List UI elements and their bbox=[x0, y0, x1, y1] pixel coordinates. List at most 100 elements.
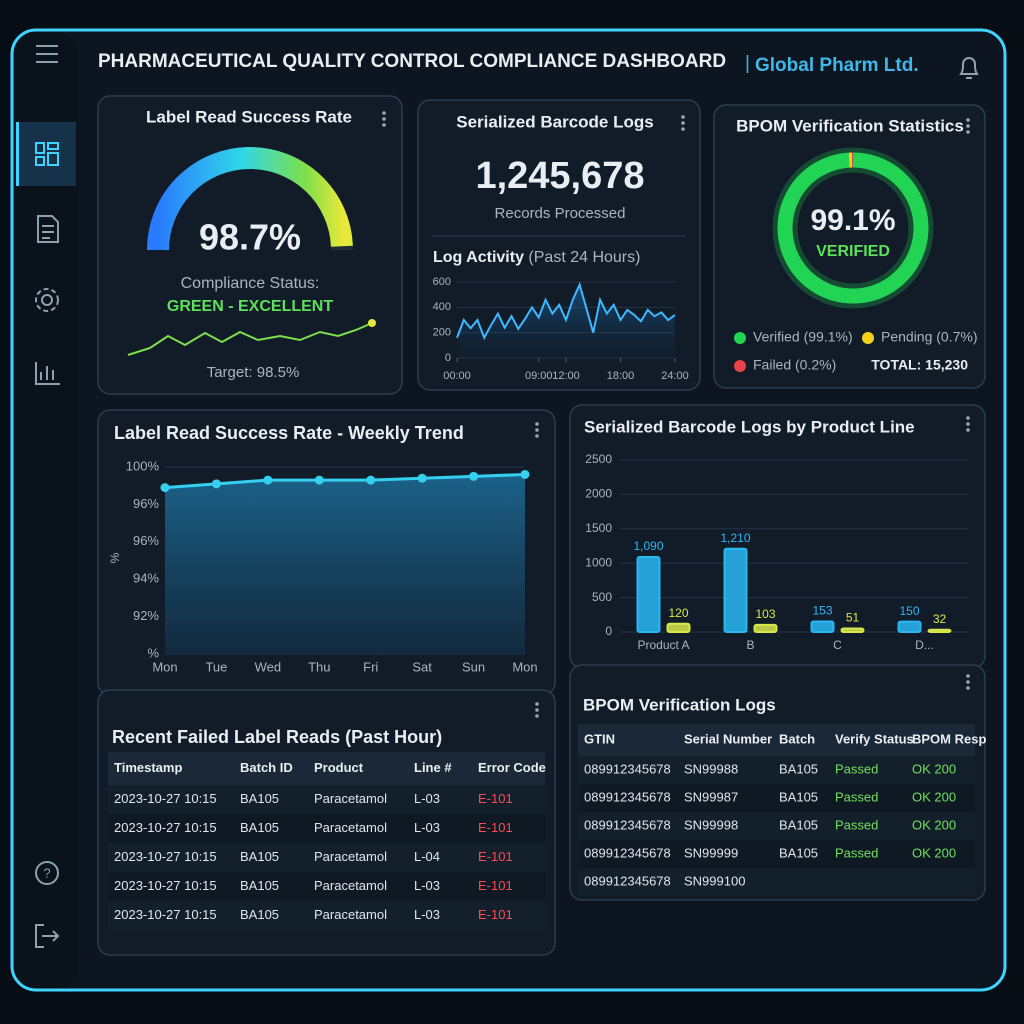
menu-icon[interactable] bbox=[36, 45, 58, 63]
table-cell: 2023-10-27 10:15 bbox=[114, 820, 217, 835]
column-header: Serial Number bbox=[684, 731, 772, 746]
table-cell: 2023-10-27 10:15 bbox=[114, 878, 217, 893]
document-icon[interactable] bbox=[37, 215, 59, 243]
table-cell: SN999100 bbox=[684, 873, 745, 888]
table-cell: 2023-10-27 10:15 bbox=[114, 791, 217, 806]
table-cell: Paracetamol bbox=[314, 878, 387, 893]
line-area bbox=[165, 474, 525, 654]
x-tick-label: Sun bbox=[462, 659, 485, 674]
table-row bbox=[578, 784, 975, 812]
analytics-icon[interactable] bbox=[35, 362, 60, 385]
nav-active[interactable] bbox=[16, 122, 76, 186]
point bbox=[520, 469, 530, 479]
table-cell: 089912345678 bbox=[584, 817, 671, 832]
bar bbox=[927, 628, 952, 634]
total: TOTAL: 15,230 bbox=[871, 357, 968, 373]
donut-center-label: VERIFIED bbox=[816, 243, 890, 260]
column-header: Timestamp bbox=[114, 760, 182, 775]
y-tick-label: 500 bbox=[592, 590, 612, 604]
table-cell: L-04 bbox=[414, 849, 440, 864]
table-cell: BA105 bbox=[779, 817, 818, 832]
x-tick-label: 00:00 bbox=[443, 370, 471, 382]
point bbox=[469, 471, 479, 481]
x-tick-label: 24:00 bbox=[661, 370, 689, 382]
y-tick-label: % bbox=[147, 645, 159, 660]
point bbox=[366, 475, 376, 485]
logout-icon[interactable] bbox=[35, 924, 60, 948]
table-cell: Paracetamol bbox=[314, 849, 387, 864]
y-tick-label: 100% bbox=[126, 458, 160, 473]
table-cell: OK 200 bbox=[912, 761, 956, 776]
column-header: Line # bbox=[414, 760, 452, 775]
table-cell: 089912345678 bbox=[584, 845, 671, 860]
card-menus[interactable] bbox=[382, 111, 970, 718]
dashboard-icon[interactable] bbox=[35, 142, 59, 166]
sidebar bbox=[14, 32, 78, 988]
legend-label: Pending (0.7%) bbox=[881, 329, 978, 345]
bar bbox=[897, 620, 922, 633]
table-cell: OK 200 bbox=[912, 845, 956, 860]
point bbox=[314, 475, 324, 485]
donut-segment bbox=[777, 152, 929, 304]
dashboard-title: PHARMACEUTICAL QUALITY CONTROL COMPLIANC… bbox=[98, 51, 726, 72]
x-tick-label: C bbox=[833, 638, 842, 652]
table-row bbox=[108, 901, 545, 930]
x-tick-label: B bbox=[746, 638, 754, 652]
status-label: Compliance Status: bbox=[181, 275, 320, 292]
barcode-title: Serialized Barcode Logs bbox=[456, 112, 653, 131]
table-cell: L-03 bbox=[414, 791, 440, 806]
bar-value-label: 150 bbox=[899, 604, 919, 618]
y-tick-label: 1500 bbox=[585, 521, 612, 535]
legend-label: Failed (0.2%) bbox=[753, 357, 836, 373]
bar bbox=[636, 556, 661, 633]
table-row bbox=[108, 814, 545, 843]
gauge-value: 98.7% bbox=[199, 217, 301, 258]
line bbox=[164, 472, 526, 490]
legend-swatch bbox=[734, 360, 746, 372]
table-cell: E-101 bbox=[478, 849, 513, 864]
y-tick-label: 96% bbox=[133, 533, 159, 548]
help-icon[interactable]: ? bbox=[35, 861, 59, 885]
table-row bbox=[578, 840, 975, 868]
svg-text:?: ? bbox=[43, 865, 50, 880]
column-header: Verify Status bbox=[835, 731, 914, 746]
bar bbox=[753, 623, 778, 633]
x-tick-label: Sat bbox=[412, 659, 432, 674]
table-cell: E-101 bbox=[478, 820, 513, 835]
table-row bbox=[108, 843, 545, 872]
failed-title: Recent Failed Label Reads (Past Hour) bbox=[112, 727, 442, 747]
table-cell: SN99987 bbox=[684, 789, 738, 804]
table-cell: OK 200 bbox=[912, 789, 956, 804]
title-separator: | bbox=[745, 53, 750, 74]
legend-label: Verified (99.1%) bbox=[753, 329, 853, 345]
x-tick-label: Thu bbox=[308, 659, 330, 674]
table-cell: 089912345678 bbox=[584, 761, 671, 776]
bar-value-label: 103 bbox=[755, 607, 775, 621]
table-cell: L-03 bbox=[414, 820, 440, 835]
column-header: GTIN bbox=[584, 731, 615, 746]
bar-value-label: 1,210 bbox=[720, 531, 750, 545]
bar-value-label: 120 bbox=[668, 606, 688, 620]
table-cell: SN99999 bbox=[684, 845, 738, 860]
bar-value-label: 1,090 bbox=[633, 539, 663, 553]
line bbox=[456, 281, 676, 341]
table-cell: Paracetamol bbox=[314, 907, 387, 922]
notification-bell[interactable] bbox=[959, 57, 979, 79]
column-header: Error Code bbox=[478, 760, 546, 775]
table-cell: BA105 bbox=[240, 878, 279, 893]
point bbox=[211, 479, 221, 489]
y-tick-label: 200 bbox=[433, 327, 451, 339]
settings-icon[interactable] bbox=[35, 288, 59, 312]
gauge-card bbox=[97, 95, 403, 395]
record-count: 1,245,678 bbox=[475, 155, 644, 197]
status: GREEN - EXCELLENT bbox=[167, 298, 333, 315]
bar-value-label: 153 bbox=[812, 604, 832, 618]
column-header: Batch bbox=[779, 731, 815, 746]
table-row bbox=[578, 756, 975, 784]
x-tick-label: 09:00 bbox=[525, 370, 553, 382]
table-cell: BA105 bbox=[779, 761, 818, 776]
table-cell: 2023-10-27 10:15 bbox=[114, 849, 217, 864]
table-cell: E-101 bbox=[478, 878, 513, 893]
x-tick-label: Mon bbox=[512, 659, 537, 674]
table-row bbox=[108, 872, 545, 901]
